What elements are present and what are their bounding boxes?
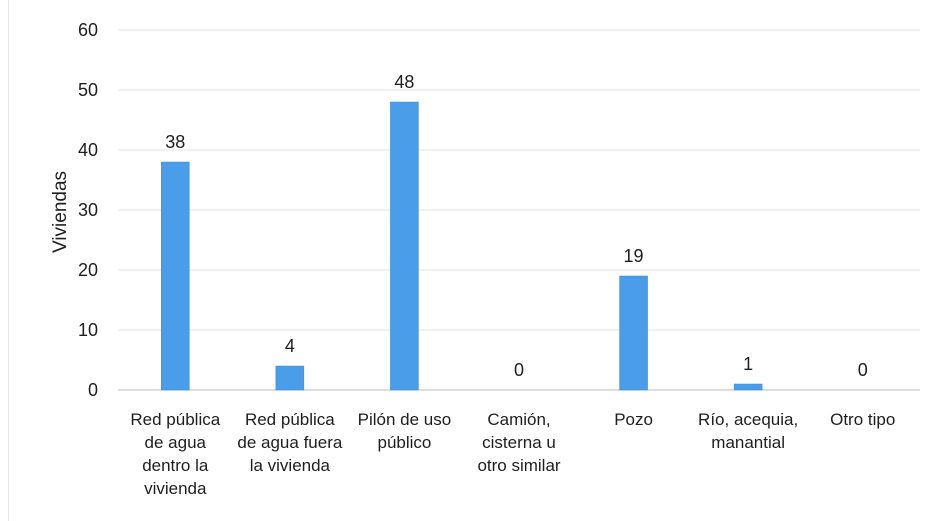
y-axis-label: Viviendas <box>50 171 71 253</box>
y-tick-label: 30 <box>78 200 98 220</box>
bar <box>619 275 648 391</box>
category-label: Camión, cisterna u otro similar <box>477 410 560 475</box>
data-label: 1 <box>743 354 753 374</box>
category-labels: Red pública de agua dentro la vivienda Red p… <box>130 410 895 498</box>
category-label: Red pública de agua dentro la vivienda <box>130 410 220 498</box>
data-label: 38 <box>165 132 185 152</box>
data-label: 4 <box>285 336 295 356</box>
bar <box>275 365 305 391</box>
category-label: Otro tipo <box>830 410 895 429</box>
category-label: Pozo <box>614 410 653 429</box>
bar <box>733 383 763 391</box>
category-label: Pilón de uso público <box>358 410 452 452</box>
category-label: Río, acequia, manantial <box>698 410 798 452</box>
gridlines <box>118 29 920 391</box>
y-tick-label: 40 <box>78 140 98 160</box>
y-tick-label: 60 <box>78 20 98 40</box>
bar <box>161 161 190 391</box>
y-tick-label: 0 <box>88 380 98 400</box>
bars <box>161 101 763 391</box>
data-label: 0 <box>858 360 868 380</box>
category-label: Red pública de agua fuera la vivienda <box>237 410 342 475</box>
y-tick-label: 50 <box>78 80 98 100</box>
data-label: 48 <box>394 72 414 92</box>
data-label: 19 <box>624 246 644 266</box>
data-label: 0 <box>514 360 524 380</box>
data-labels: 38 4 48 0 19 1 0 <box>165 72 867 380</box>
bar <box>390 101 419 391</box>
y-tick-labels: 0 10 20 30 40 50 60 <box>78 20 98 400</box>
chart-frame <box>8 0 929 521</box>
y-tick-label: 10 <box>78 320 98 340</box>
y-tick-label: 20 <box>78 260 98 280</box>
